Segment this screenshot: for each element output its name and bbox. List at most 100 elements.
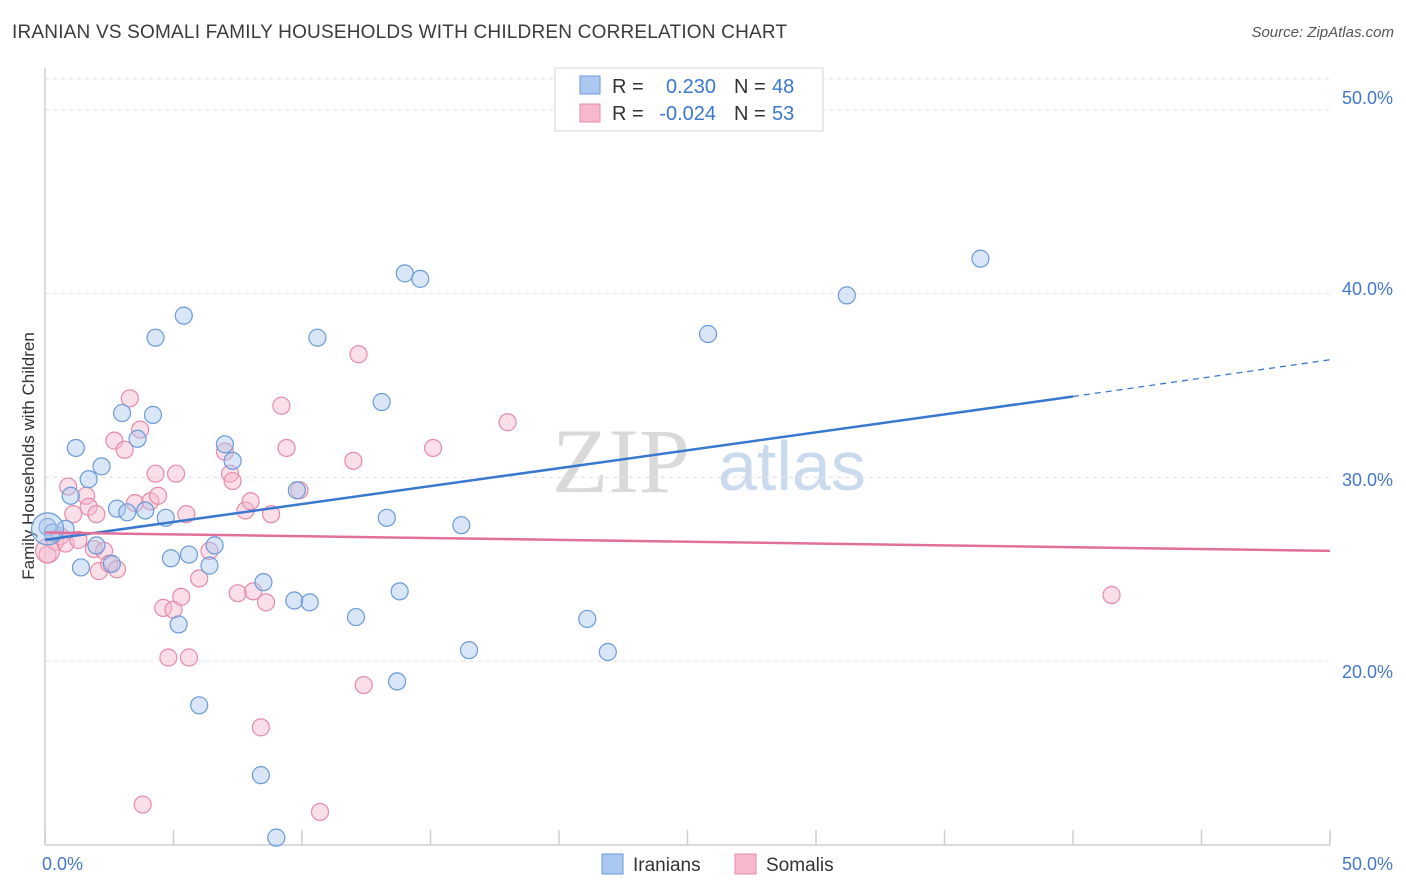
somalis-points (34, 345, 1121, 822)
somalis-point-43 (272, 396, 291, 415)
iranians-points (30, 249, 990, 847)
somalis-point-17 (120, 389, 139, 408)
iranians-point-4 (66, 438, 85, 458)
legend-iranians-n-label: N = (734, 76, 766, 98)
somalis-point-36 (228, 584, 247, 603)
somalis-point-52 (1102, 585, 1121, 605)
iranians-point-0 (38, 517, 57, 537)
iranians-point-30 (285, 591, 304, 610)
y-axis-label: Family Households with Children (19, 332, 38, 580)
iranians-point-35 (372, 392, 391, 412)
grid-lines (45, 78, 1330, 662)
somalis-point-48 (349, 345, 368, 364)
iranians-point-3 (61, 486, 80, 505)
iranians-point-25 (215, 435, 234, 454)
iranians-point-6 (79, 470, 98, 489)
iranians-point-20 (174, 306, 193, 325)
legend-somalis-n-label: N = (734, 103, 766, 125)
somalis-point-44 (277, 438, 296, 458)
iranians-point-24 (205, 536, 224, 555)
legend-somalis-swatch (579, 103, 601, 123)
series-legend: Iranians Somalis (601, 853, 834, 876)
iranians-point-22 (190, 696, 209, 715)
iranians-trend-extension (1072, 359, 1331, 398)
somalis-point-49 (354, 675, 373, 695)
somalis-point-29 (179, 648, 199, 667)
iranians-point-39 (395, 264, 414, 283)
somalis-point-8 (79, 497, 98, 516)
somalis-point-50 (423, 438, 443, 458)
legend-iranians-swatch (579, 75, 601, 95)
somalis-point-35 (223, 471, 242, 491)
iranians-point-21 (179, 545, 199, 564)
somalis-point-20 (133, 795, 152, 814)
iranians-point-33 (308, 328, 327, 347)
legend-iranians-r-value: 0.230 (666, 76, 716, 98)
iranians-point-38 (390, 582, 409, 601)
somalis-point-5 (64, 505, 83, 524)
somalis-point-22 (146, 464, 165, 483)
legend-somalis-r-label: R = (612, 103, 644, 125)
iranians-point-7 (87, 536, 106, 555)
somalis-point-14 (105, 431, 124, 450)
somalis-point-28 (172, 587, 191, 606)
somalis-point-40 (251, 718, 270, 737)
iranians-point-10 (107, 499, 127, 518)
somalis-point-41 (256, 593, 276, 612)
iranians-point-42 (459, 641, 479, 660)
iranians-point-8 (92, 457, 111, 476)
somalis-point-18 (125, 494, 145, 513)
bottom-legend-somalis-label: Somalis (766, 855, 834, 876)
iranians-point-41 (452, 516, 471, 535)
legend-iranians-r-label: R = (612, 76, 644, 98)
iranians-point-16 (146, 328, 165, 347)
x-tick-label-50: 50.0% (1342, 854, 1393, 874)
y-tick-label-20: 20.0% (1342, 662, 1393, 682)
source-credit: Source: ZipAtlas.com (1251, 24, 1394, 41)
iranians-point-19 (169, 615, 188, 634)
bottom-legend-somalis-swatch (734, 853, 757, 875)
legend-iranians-n-value: 48 (772, 76, 794, 98)
iranians-point-9 (102, 554, 121, 573)
somalis-point-51 (498, 413, 517, 432)
watermark-zip: ZIP (552, 410, 690, 512)
iranians-point-31 (287, 481, 306, 500)
iranians-point-45 (698, 324, 718, 344)
correlation-legend: R = 0.230 N = 48 R = -0.024 N = 53 (554, 67, 824, 132)
somalis-point-39 (244, 582, 263, 601)
somalis-point-27 (166, 464, 186, 483)
iranians-point-47 (971, 249, 990, 268)
iranians-trend-line (44, 395, 1074, 542)
iranians-point-32 (300, 593, 319, 612)
y-tick-label-50: 50.0% (1342, 88, 1393, 108)
iranians-cluster-point (30, 512, 65, 546)
iranians-point-37 (387, 672, 407, 691)
iranians-point-40 (411, 269, 430, 288)
x-tick-label-0: 0.0% (42, 854, 83, 874)
y-tick-label-40: 40.0% (1342, 279, 1393, 299)
somalis-point-47 (344, 451, 363, 470)
iranians-point-29 (267, 828, 286, 847)
bottom-legend-iranians-swatch (601, 853, 624, 875)
iranians-point-23 (200, 556, 219, 575)
iranians-point-15 (143, 405, 163, 424)
somalis-point-16 (115, 440, 134, 459)
somalis-point-32 (200, 541, 219, 561)
iranians-point-14 (136, 501, 155, 520)
somalis-trend-line (44, 531, 1331, 553)
somalis-point-46 (310, 802, 330, 822)
somalis-point-23 (148, 486, 168, 505)
iranians-point-34 (346, 607, 366, 627)
bottom-legend-iranians-label: Iranians (633, 855, 701, 876)
iranians-point-11 (112, 403, 132, 423)
iranians-point-12 (118, 503, 137, 522)
somalis-point-33 (215, 442, 234, 461)
legend-somalis-n-value: 53 (772, 103, 794, 125)
watermark-atlas: atlas (718, 427, 866, 505)
iranians-point-28 (251, 766, 270, 785)
x-tick-marks (44, 830, 1331, 845)
iranians-point-13 (128, 429, 147, 448)
iranians-point-27 (254, 573, 273, 592)
chart-title: IRANIAN VS SOMALI FAMILY HOUSEHOLDS WITH… (12, 22, 788, 43)
